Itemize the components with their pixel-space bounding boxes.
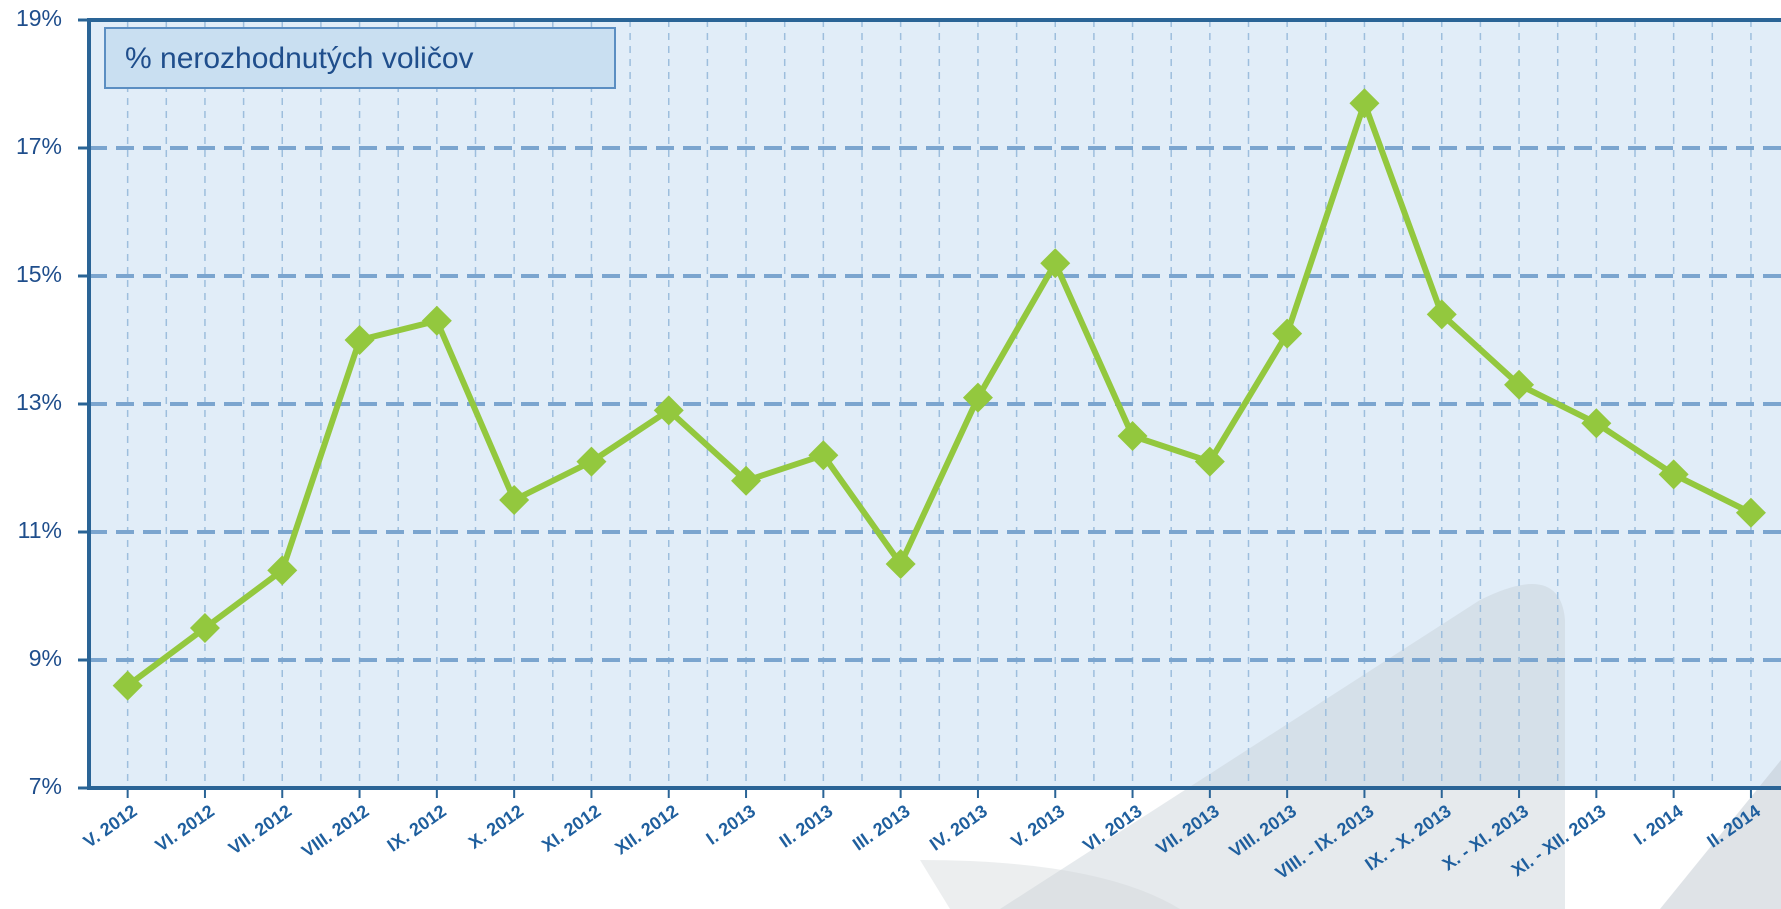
point-marker	[653, 395, 684, 426]
point-marker	[344, 325, 375, 355]
point-marker	[112, 670, 143, 701]
x-tick-label: IX. 2012	[383, 801, 449, 856]
point-marker	[576, 446, 607, 477]
point-marker	[962, 382, 993, 413]
y-tick-label: 15%	[16, 261, 62, 287]
point-marker	[1658, 459, 1689, 490]
x-tick-label: XI. 2012	[538, 801, 604, 856]
point-marker	[1581, 408, 1612, 439]
x-tick-label: V. 2013	[1007, 801, 1068, 852]
x-tick-label: XII. 2012	[611, 801, 682, 859]
point-marker	[1194, 446, 1225, 477]
x-tick-label: I. 2013	[703, 801, 760, 849]
series-line	[125, 100, 1753, 689]
x-tick-label: VI. 2012	[152, 801, 218, 856]
point-marker	[1040, 248, 1071, 279]
decoration	[920, 860, 1180, 909]
point-marker	[1426, 299, 1457, 330]
point-marker	[1504, 369, 1535, 400]
y-tick-label: 19%	[16, 5, 62, 31]
point-marker	[885, 549, 916, 579]
x-tick-label: V. 2012	[80, 801, 141, 852]
point-marker	[808, 440, 839, 471]
point-marker	[1272, 318, 1303, 349]
y-tick-label: 11%	[18, 517, 62, 543]
x-tick-label: X. 2012	[465, 801, 527, 853]
x-tick-label: III. 2013	[849, 801, 914, 855]
point-marker	[499, 485, 530, 515]
point-marker	[731, 465, 762, 496]
y-tick-label: 17%	[16, 133, 62, 159]
x-tick-label: II. 2013	[776, 801, 837, 852]
y-tick-label: 9%	[29, 645, 62, 671]
point-marker	[189, 613, 220, 643]
point-marker	[1735, 497, 1766, 528]
x-tick-label: VII. 2012	[225, 801, 296, 859]
legend-box	[104, 27, 616, 89]
x-tick-label: I. 2014	[1630, 801, 1687, 849]
point-marker	[1117, 421, 1148, 451]
x-tick-label: IV. 2013	[926, 801, 991, 855]
decoration	[1000, 584, 1565, 909]
point-marker	[1349, 88, 1380, 119]
y-tick-label: 7%	[29, 773, 62, 799]
point-marker	[421, 305, 452, 336]
point-marker	[267, 555, 298, 586]
x-tick-label: VIII. 2012	[298, 801, 373, 862]
legend-label: % nerozhodnutých voličov	[125, 42, 474, 75]
y-tick-label: 13%	[16, 389, 62, 415]
